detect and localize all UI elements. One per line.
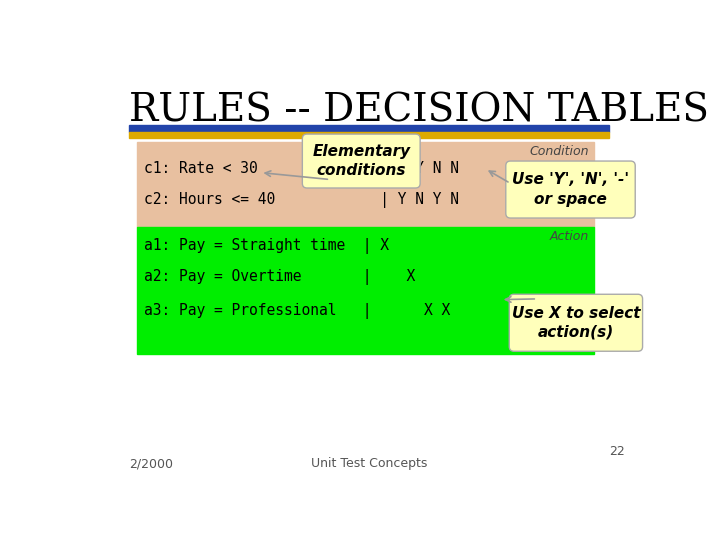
Text: 2/2000: 2/2000 (129, 457, 173, 470)
Text: Condition: Condition (530, 145, 589, 158)
Text: a1: Pay = Straight time  | X: a1: Pay = Straight time | X (144, 238, 390, 254)
Text: c2: Hours <= 40            | Y N Y N: c2: Hours <= 40 | Y N Y N (144, 192, 459, 207)
Text: 22: 22 (609, 445, 625, 458)
Text: c1: Rate < 30              | Y Y N N: c1: Rate < 30 | Y Y N N (144, 161, 459, 177)
Text: RULES -- DECISION TABLES: RULES -- DECISION TABLES (129, 92, 708, 130)
Text: a2: Pay = Overtime       |    X: a2: Pay = Overtime | X (144, 268, 415, 285)
FancyBboxPatch shape (302, 134, 420, 188)
Bar (129, 132, 609, 138)
Bar (129, 125, 609, 132)
Bar (137, 142, 594, 226)
Text: Use 'Y', 'N', '-'
or space: Use 'Y', 'N', '-' or space (512, 172, 629, 207)
Bar (137, 226, 594, 354)
Text: Use X to select
action(s): Use X to select action(s) (512, 306, 640, 340)
FancyBboxPatch shape (505, 161, 635, 218)
FancyBboxPatch shape (509, 294, 642, 351)
Text: Action: Action (550, 230, 589, 242)
Text: Unit Test Concepts: Unit Test Concepts (311, 457, 427, 470)
Text: Elementary
conditions: Elementary conditions (312, 144, 410, 178)
Text: a3: Pay = Professional   |      X X: a3: Pay = Professional | X X (144, 303, 451, 319)
